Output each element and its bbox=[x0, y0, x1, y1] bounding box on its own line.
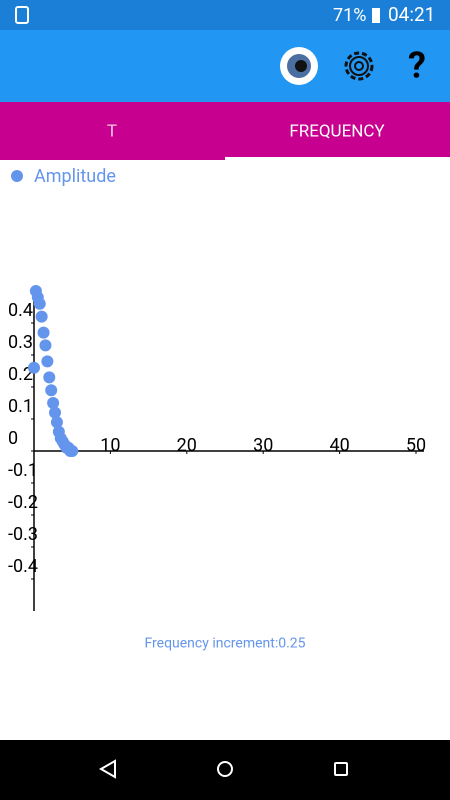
settings-button[interactable] bbox=[344, 51, 374, 81]
data-point bbox=[35, 310, 48, 323]
y-tick-label: 0 bbox=[8, 428, 18, 449]
recents-button[interactable] bbox=[334, 762, 348, 776]
tab[interactable]: T bbox=[107, 121, 117, 141]
y-tick-label: 0.4 bbox=[8, 300, 33, 321]
x-tick-label: 10 bbox=[100, 435, 120, 456]
status-bar bbox=[0, 0, 450, 30]
nav-bar bbox=[0, 740, 450, 800]
tab-selected[interactable]: FREQUENCY bbox=[289, 121, 385, 141]
y-tick-label: 0.2 bbox=[8, 364, 33, 385]
back-button[interactable] bbox=[98, 759, 116, 779]
y-tick-label: 0.3 bbox=[8, 332, 33, 353]
data-point bbox=[66, 445, 79, 457]
data-point bbox=[50, 416, 63, 429]
home-button[interactable] bbox=[217, 761, 233, 777]
legend-marker bbox=[11, 170, 23, 182]
data-point bbox=[41, 355, 54, 368]
data-point bbox=[45, 384, 58, 397]
legend-label: Amplitude bbox=[34, 166, 116, 187]
y-tick-label: -0.4 bbox=[8, 556, 38, 577]
clock: 04:21 bbox=[388, 3, 435, 26]
data-point bbox=[43, 371, 56, 384]
x-tick-label: 30 bbox=[253, 435, 273, 456]
footer-note: Frequency increment:0.25 bbox=[144, 636, 305, 652]
data-point bbox=[28, 361, 40, 374]
data-point bbox=[39, 339, 52, 352]
data-point bbox=[33, 297, 46, 310]
y-tick-label: -0.3 bbox=[8, 524, 38, 545]
help-button[interactable]: ? bbox=[408, 45, 426, 87]
data-point bbox=[37, 326, 50, 339]
tab-indicator bbox=[225, 157, 450, 160]
x-tick-label: 20 bbox=[177, 435, 197, 456]
y-tick-label: -0.2 bbox=[8, 492, 38, 513]
data-point bbox=[49, 406, 62, 419]
battery-icon bbox=[372, 8, 380, 23]
y-tick-label: -0.1 bbox=[8, 460, 38, 481]
x-tick-label: 50 bbox=[406, 435, 426, 456]
battery-level: 71% bbox=[333, 5, 366, 26]
toolbar bbox=[0, 30, 450, 102]
x-tick-label: 40 bbox=[329, 435, 349, 456]
y-tick-label: 0.1 bbox=[8, 396, 33, 417]
tab-bar bbox=[0, 102, 450, 160]
eye-button[interactable] bbox=[280, 47, 318, 85]
status-icon bbox=[15, 6, 29, 24]
data-point bbox=[47, 397, 60, 409]
